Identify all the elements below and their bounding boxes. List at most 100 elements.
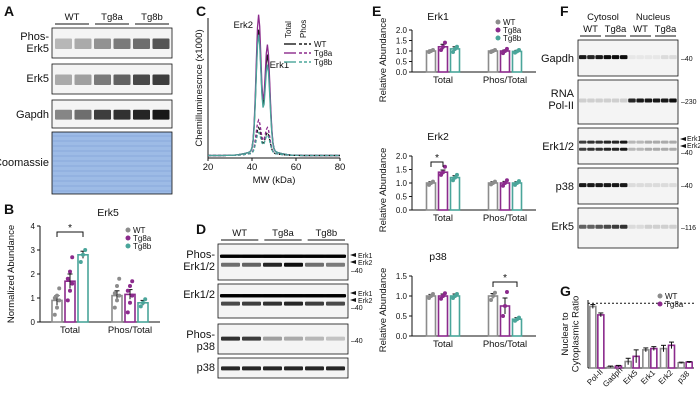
legend-marker: [125, 227, 131, 233]
x-tick-label: 20: [203, 162, 214, 173]
y-tick-label: 0: [31, 318, 36, 327]
group-label: Tg8a: [272, 228, 294, 239]
band: [220, 294, 346, 298]
data-point: [504, 290, 509, 294]
band-erk2: [603, 147, 612, 151]
data-point: [65, 298, 70, 303]
data-point: [516, 47, 521, 52]
bar: [425, 182, 437, 211]
band-erk1: [603, 140, 612, 144]
row-label-line: p38: [197, 341, 215, 353]
data-point: [439, 296, 444, 301]
x-tick-label: 40: [247, 162, 258, 173]
band: [620, 224, 628, 229]
bar: [677, 362, 685, 369]
legend-marker: [495, 27, 501, 33]
band-erk2: [284, 262, 303, 267]
category-label: Total: [60, 325, 80, 336]
legend-header-phos: Phos: [299, 20, 308, 38]
data-point: [441, 170, 445, 175]
marker-label: Erk2: [358, 260, 373, 267]
band: [74, 74, 92, 85]
band: [305, 336, 324, 341]
band: [579, 55, 587, 60]
data-point: [430, 47, 435, 52]
data-point: [125, 310, 130, 315]
band-erk2: [579, 147, 587, 151]
band-erk2: [644, 147, 653, 151]
y-axis-label-g-line: Nuclear to: [560, 312, 571, 355]
band: [595, 98, 603, 103]
row-label: Erk5: [26, 73, 49, 85]
band-erk1: [326, 294, 345, 298]
y-axis-label-e: Relative Abundance: [378, 18, 389, 103]
legend-label: WT: [503, 18, 516, 27]
data-point: [125, 288, 130, 293]
x-axis-label-c: MW (kDa): [253, 175, 296, 186]
data-point: [143, 297, 148, 302]
blot-panel: [51, 99, 173, 129]
band-erk1: [669, 140, 677, 144]
band: [669, 55, 677, 60]
header-nucleus: Nucleus: [636, 12, 671, 23]
band-erk2: [263, 262, 282, 267]
panel-letter-a: A: [4, 3, 14, 19]
data-point: [441, 44, 445, 49]
chart-title-e: Erk1: [427, 11, 449, 23]
category-label: p38: [675, 369, 691, 385]
band: [669, 224, 677, 229]
band: [644, 224, 653, 229]
band-erk1: [628, 140, 636, 144]
band: [652, 183, 661, 188]
band-erk2: [611, 147, 620, 151]
band: [661, 183, 669, 188]
data-point: [81, 252, 85, 257]
band: [661, 98, 669, 103]
band: [628, 224, 636, 229]
bar: [667, 344, 676, 369]
marker-label: –40: [681, 183, 693, 190]
significance-star: *: [503, 272, 507, 284]
band-erk2: [587, 147, 595, 151]
legend-label: WT: [133, 226, 146, 235]
band: [113, 109, 131, 120]
band-erk2: [636, 147, 644, 151]
y-axis-label-e: Relative Abundance: [378, 268, 389, 353]
data-point: [115, 298, 119, 303]
significance-star: *: [68, 222, 72, 234]
band: [669, 98, 677, 103]
data-point: [128, 300, 132, 305]
bar: [487, 50, 499, 73]
row-label: Coomassie: [0, 157, 49, 169]
data-point: [504, 46, 509, 51]
blot-panel: [51, 63, 173, 95]
row-label-line: Phos-: [20, 31, 49, 43]
group-label: Tg8a: [655, 24, 677, 35]
band-erk2: [221, 262, 240, 267]
data-point: [55, 305, 59, 310]
blot-panel: [217, 243, 349, 281]
band: [133, 74, 150, 85]
band: [628, 98, 636, 103]
band: [652, 55, 661, 60]
band: [152, 74, 170, 85]
legend-label: Tg8a: [665, 300, 684, 309]
bar: [437, 295, 449, 337]
data-point: [454, 44, 459, 49]
band-erk2: [263, 301, 282, 306]
y-axis-label-b: Normalized Abundance: [6, 225, 17, 323]
band-erk1: [644, 140, 653, 144]
band: [113, 38, 131, 49]
data-point: [115, 284, 119, 288]
band: [587, 183, 595, 188]
band: [628, 183, 636, 188]
legend-label: Tg8a: [133, 234, 152, 243]
data-point: [68, 269, 72, 274]
band: [133, 109, 150, 120]
bar: [650, 347, 658, 369]
row-label-line: Phos-: [186, 329, 215, 341]
row-label: Erk1/2: [183, 289, 215, 301]
bar: [597, 314, 605, 369]
data-point: [492, 179, 497, 184]
